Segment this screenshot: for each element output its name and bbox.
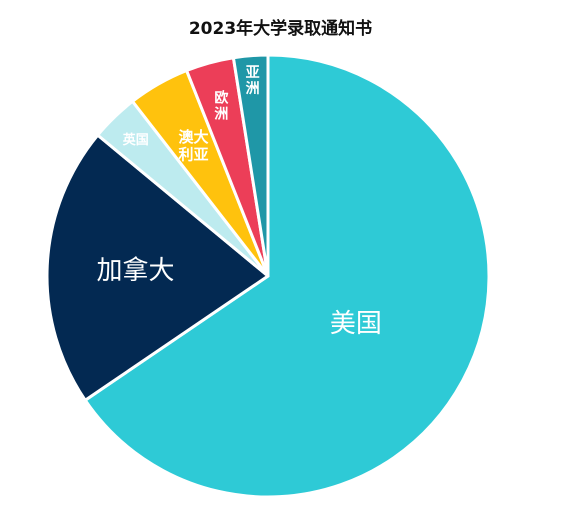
pie-slice [83,53,491,499]
slice-label: 澳大利亚 [179,128,209,163]
slice-label: 英国 [122,132,149,148]
slice-label: 加拿大 [97,256,175,286]
slices-layer [45,53,491,499]
slice-label: 欧洲 [214,89,228,122]
slice-label: 美国 [330,309,382,339]
slice-label: 亚洲 [246,65,260,97]
pie-slice [231,53,270,278]
pie-slice [45,133,270,402]
chart-title: 2023年大学录取通知书 [188,19,373,39]
